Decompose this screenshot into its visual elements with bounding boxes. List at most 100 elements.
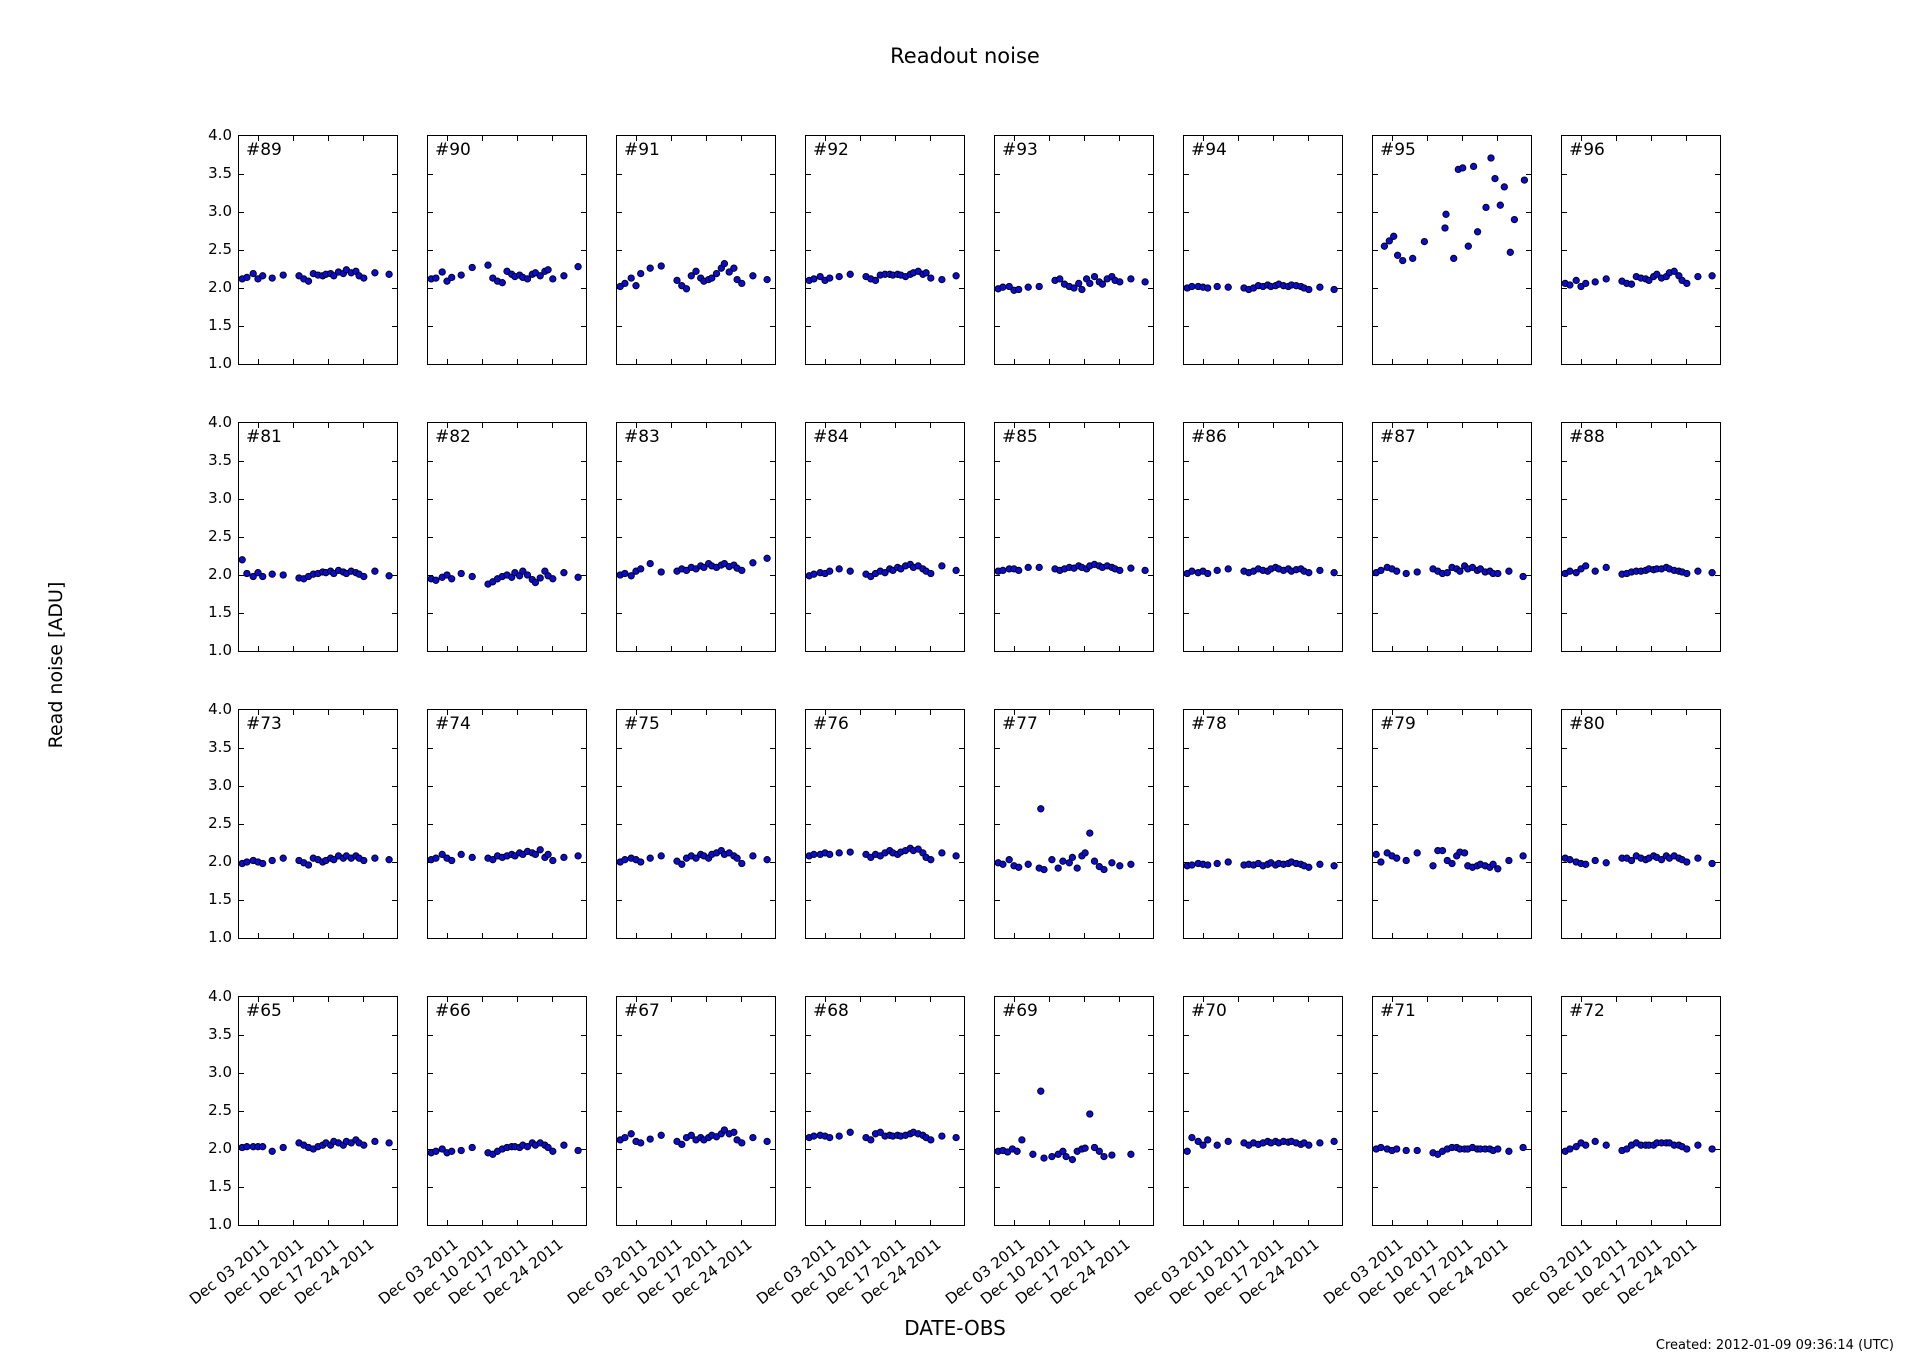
data-point bbox=[1505, 567, 1513, 575]
y-tick-label: 1.0 bbox=[208, 354, 232, 372]
data-point bbox=[1683, 858, 1691, 866]
data-point bbox=[720, 1126, 729, 1134]
data-point bbox=[1037, 1087, 1045, 1095]
panel-label: #85 bbox=[1002, 427, 1038, 447]
data-point bbox=[1380, 242, 1389, 250]
data-point bbox=[1305, 863, 1313, 871]
y-tick-label: 2.5 bbox=[208, 240, 232, 258]
data-point bbox=[692, 267, 700, 275]
data-point bbox=[1015, 566, 1023, 575]
data-point bbox=[1694, 272, 1702, 281]
scatter-plot-area bbox=[806, 710, 964, 938]
data-point bbox=[1442, 210, 1450, 218]
panel-label: #73 bbox=[246, 714, 282, 734]
data-point bbox=[371, 854, 379, 862]
data-point bbox=[468, 853, 476, 862]
data-point bbox=[1224, 283, 1232, 291]
data-point bbox=[457, 1146, 465, 1155]
data-point bbox=[627, 1130, 635, 1138]
subplot-panel-79: #79 bbox=[1372, 709, 1532, 939]
y-tick-label: 2.5 bbox=[208, 527, 232, 545]
data-point bbox=[730, 1128, 738, 1136]
panel-label: #78 bbox=[1191, 714, 1227, 734]
data-point bbox=[239, 556, 246, 564]
panel-label: #66 bbox=[435, 1001, 471, 1021]
data-point bbox=[1402, 856, 1410, 865]
data-point bbox=[938, 275, 946, 284]
data-point bbox=[876, 1128, 884, 1136]
data-point bbox=[1420, 237, 1429, 246]
data-point bbox=[914, 845, 922, 853]
y-tick-label: 1.5 bbox=[208, 316, 232, 334]
data-point bbox=[1377, 1143, 1385, 1152]
y-tick-label: 3.0 bbox=[208, 202, 232, 220]
data-point bbox=[835, 849, 843, 857]
data-point bbox=[457, 569, 465, 578]
data-point bbox=[438, 268, 446, 276]
data-point bbox=[1510, 215, 1519, 224]
data-point bbox=[1645, 276, 1653, 285]
y-tick-label: 3.0 bbox=[208, 776, 232, 794]
data-point bbox=[1108, 1151, 1116, 1159]
data-point bbox=[952, 566, 960, 575]
data-point bbox=[268, 1147, 276, 1155]
data-point bbox=[1204, 284, 1212, 292]
panel-label: #80 bbox=[1569, 714, 1605, 734]
data-point bbox=[385, 270, 393, 278]
data-point bbox=[1024, 860, 1032, 868]
scatter-plot-area bbox=[1184, 710, 1342, 938]
data-point bbox=[1035, 563, 1043, 572]
data-point bbox=[1591, 856, 1599, 865]
data-point bbox=[1224, 1137, 1232, 1146]
data-point bbox=[1473, 228, 1482, 236]
data-point bbox=[1188, 1133, 1196, 1142]
subplot-panel-82: #82 bbox=[427, 422, 587, 652]
data-point bbox=[1015, 285, 1023, 294]
panel-label: #74 bbox=[435, 714, 471, 734]
data-point bbox=[1602, 859, 1610, 867]
subplot-panel-69: #69 bbox=[994, 996, 1154, 1226]
data-point bbox=[1582, 860, 1590, 868]
data-point bbox=[938, 562, 946, 570]
subplot-panel-81: #81 bbox=[238, 422, 398, 652]
data-point bbox=[536, 846, 544, 854]
data-point bbox=[468, 263, 476, 272]
data-point bbox=[1591, 567, 1599, 575]
data-point bbox=[1566, 567, 1574, 575]
data-point bbox=[549, 275, 557, 283]
data-point bbox=[1005, 856, 1013, 864]
data-point bbox=[1377, 566, 1385, 575]
data-point bbox=[1127, 860, 1135, 868]
data-point bbox=[1520, 176, 1529, 184]
data-point bbox=[749, 1133, 757, 1142]
data-point bbox=[687, 272, 695, 280]
data-point bbox=[637, 1139, 645, 1147]
data-point bbox=[1316, 860, 1324, 868]
data-point bbox=[432, 576, 440, 584]
data-point bbox=[560, 569, 568, 577]
data-point bbox=[708, 274, 716, 282]
subplot-panel-90: #90 bbox=[427, 135, 587, 365]
data-point bbox=[730, 264, 738, 272]
panel-label: #93 bbox=[1002, 140, 1038, 160]
data-point bbox=[1582, 562, 1590, 570]
data-point bbox=[678, 1140, 686, 1149]
data-point bbox=[1377, 858, 1385, 866]
data-point bbox=[999, 566, 1007, 575]
data-point bbox=[927, 1136, 935, 1144]
data-point bbox=[1224, 858, 1232, 866]
data-point bbox=[673, 276, 681, 285]
data-point bbox=[523, 1143, 532, 1151]
data-point bbox=[457, 271, 465, 279]
subplot-panel-78: #78 bbox=[1183, 709, 1343, 939]
data-point bbox=[1062, 1152, 1070, 1161]
data-point bbox=[1070, 284, 1078, 292]
data-point bbox=[519, 567, 527, 575]
scatter-plot-area bbox=[1373, 423, 1531, 651]
data-point bbox=[1330, 1137, 1338, 1146]
data-point bbox=[1572, 1143, 1580, 1151]
data-point bbox=[1040, 1154, 1048, 1162]
data-point bbox=[1694, 567, 1702, 575]
data-point bbox=[330, 272, 338, 280]
panel-label: #96 bbox=[1569, 140, 1605, 160]
